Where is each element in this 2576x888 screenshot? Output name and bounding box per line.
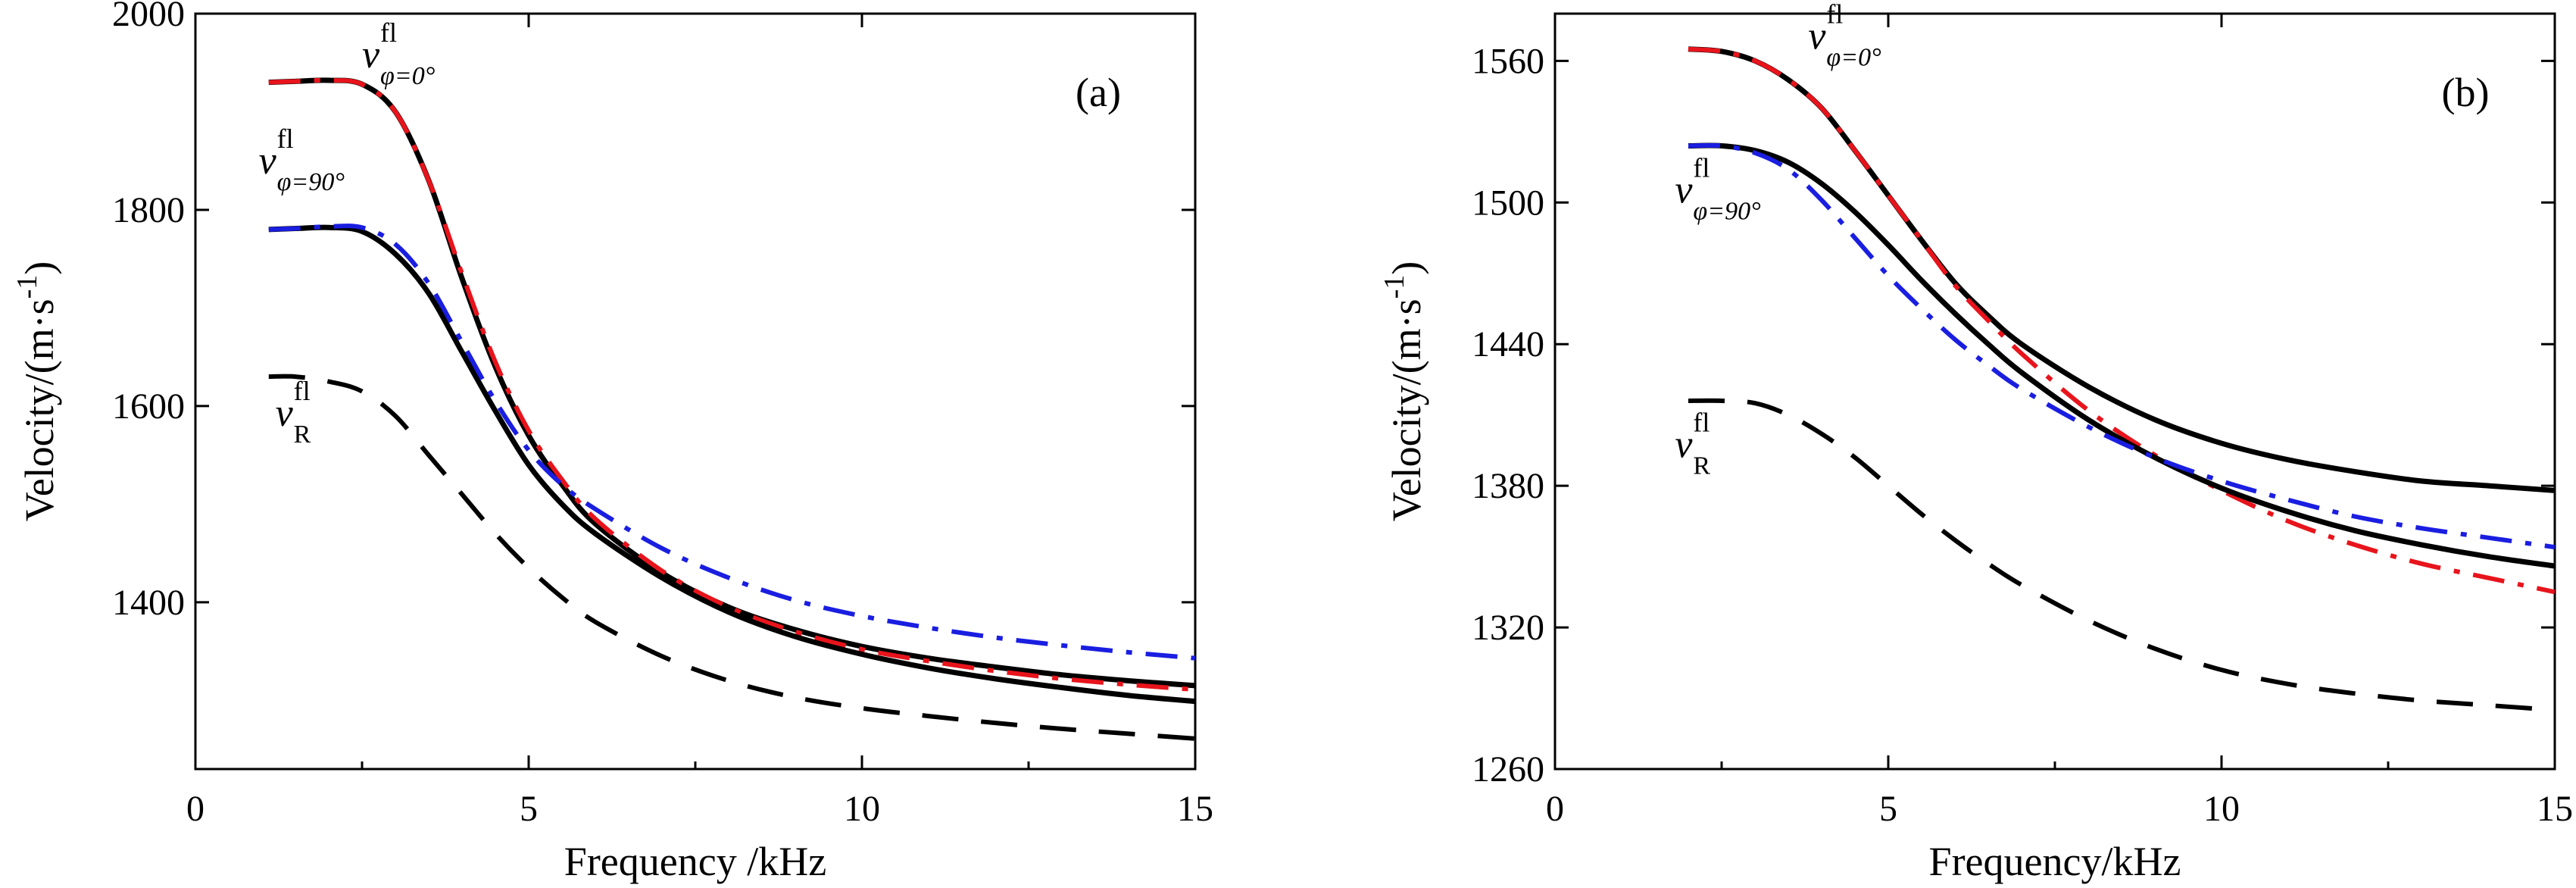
x-tick-label: 10	[844, 789, 880, 829]
panel-label: (b)	[2442, 70, 2490, 115]
y-tick-label: 1400	[112, 583, 185, 623]
series-black-solid-0	[268, 77, 1195, 689]
annotation-sup: fl	[1826, 0, 1843, 30]
x-tick-label: 5	[520, 789, 538, 829]
series-black-solid-90	[1688, 142, 2555, 569]
annotation-label: vfl R	[1675, 408, 1710, 480]
x-tick-label: 10	[2203, 789, 2240, 829]
x-tick-label: 0	[1546, 789, 1564, 829]
annotation-sub: R	[1693, 452, 1710, 480]
annotation-sub: φ=0°	[1826, 44, 1881, 72]
series-blue-dashdot-90	[268, 224, 1195, 661]
annotation-sub: R	[294, 421, 311, 449]
y-axis-title: Velocity/(m·s-1)	[1379, 261, 1429, 522]
plot-frame	[1553, 12, 2556, 771]
y-tick-label: 1560	[1472, 41, 1544, 81]
series-red-dashdot-0	[268, 77, 1195, 693]
x-tick-label: 5	[1879, 789, 1897, 829]
series-black-dashed-R	[268, 374, 1195, 741]
annotation-label: vfl φ=0°	[1808, 0, 1881, 72]
y-tick-label: 1800	[112, 190, 185, 230]
panel-a: 0 5 10 15 1400 1600 1800 2000 Frequency /kHz Velo…	[11, 0, 1213, 884]
annotation-sup: fl	[1693, 152, 1710, 183]
plot-frame	[194, 12, 1197, 771]
annotation-sup: fl	[294, 376, 311, 406]
y-axis-title: Velocity/(m·s-1)	[11, 261, 62, 522]
annotation-sub: φ=90°	[277, 168, 345, 196]
panel-b: 0 5 10 15 1260 1320 1380 1440 1500 1560 Frequency/…	[1379, 0, 2573, 884]
y-tick-label: 1600	[112, 386, 185, 427]
annotation-sup: fl	[1693, 408, 1710, 438]
panel-label: (a)	[1076, 70, 1121, 115]
annotation-sub: φ=0°	[380, 62, 436, 90]
annotation-sup: fl	[277, 124, 294, 154]
y-tick-label: 1440	[1472, 324, 1544, 364]
series-red-dashdot-0	[1688, 46, 2555, 595]
annotation-sub: φ=90°	[1693, 197, 1761, 225]
annotation-main: v	[1675, 424, 1693, 467]
y-tick-label: 1500	[1472, 183, 1544, 223]
y-tick-label: 1260	[1472, 749, 1544, 790]
y-tick-label: 2000	[112, 0, 185, 34]
x-axis-title: Frequency /kHz	[564, 839, 826, 884]
annotation-label: vfl φ=90°	[259, 124, 345, 196]
annotation-sup: fl	[380, 17, 397, 48]
y-axis-title-exp: -1	[1379, 275, 1410, 299]
x-tick-label: 15	[2537, 789, 2573, 829]
y-axis-title-main: Velocity/(m·s	[1384, 299, 1429, 521]
annotation-label: vfl φ=90°	[1675, 152, 1761, 225]
annotation-label: vfl R	[276, 376, 311, 449]
series-black-dashed-R	[1688, 398, 2555, 713]
series-black-solid-90	[268, 224, 1195, 705]
x-tick-label: 0	[186, 789, 205, 829]
y-axis-title-main: Velocity/(m·s	[17, 299, 62, 521]
y-axis-title-exp: -1	[11, 275, 43, 299]
annotation-main: v	[259, 139, 277, 183]
annotation-main: v	[1675, 168, 1693, 211]
annotation-label: vfl φ=0°	[362, 17, 436, 90]
y-axis-title-close: )	[1384, 261, 1429, 275]
y-tick-label: 1320	[1472, 608, 1544, 648]
y-tick-label: 1380	[1472, 466, 1544, 506]
y-axis-title-close: )	[17, 261, 62, 275]
annotation-main: v	[1808, 15, 1826, 58]
series-blue-dashdot-90	[1688, 142, 2555, 550]
series-black-solid-0	[1688, 46, 2555, 493]
x-axis-title: Frequency/kHz	[1929, 839, 2181, 884]
annotation-main: v	[276, 392, 294, 435]
x-tick-label: 15	[1177, 789, 1213, 829]
annotation-main: v	[362, 33, 380, 77]
